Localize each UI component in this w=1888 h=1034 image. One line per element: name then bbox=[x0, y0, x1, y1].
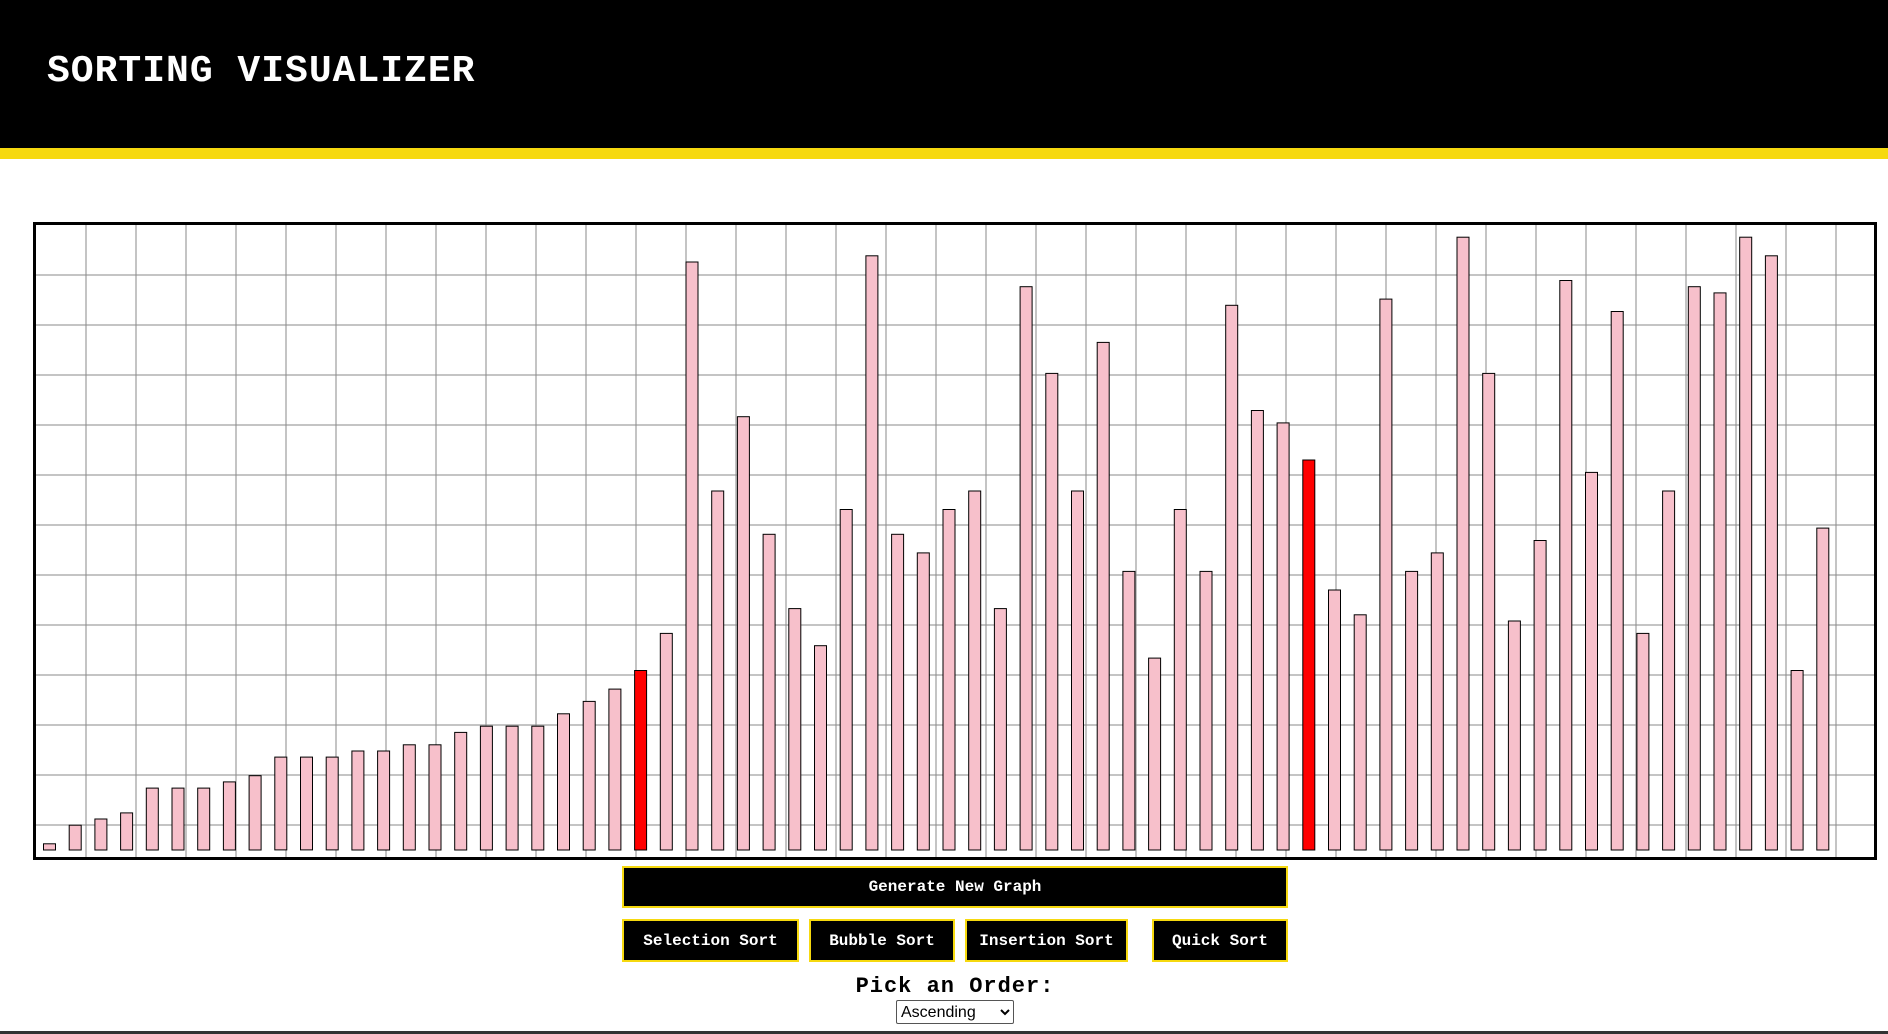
chart-bar bbox=[1790, 670, 1804, 851]
chart-bar bbox=[1045, 372, 1059, 851]
chart-bar bbox=[942, 509, 956, 851]
chart-bar bbox=[711, 490, 725, 851]
chart-bar bbox=[1225, 304, 1239, 851]
chart-bar bbox=[557, 713, 570, 851]
chart-bar bbox=[274, 756, 288, 851]
chart-bar bbox=[839, 509, 853, 851]
chart-bar bbox=[1019, 286, 1033, 851]
chart-bar bbox=[1507, 620, 1521, 851]
bar-chart bbox=[33, 222, 1877, 860]
chart-bar bbox=[1610, 311, 1624, 851]
chart-bar-highlighted bbox=[634, 670, 648, 851]
chart-bar bbox=[993, 608, 1007, 851]
chart-bar bbox=[1764, 255, 1778, 851]
chart-bar bbox=[1713, 292, 1727, 851]
order-select[interactable]: Ascending bbox=[896, 1000, 1014, 1024]
chart-bar bbox=[120, 812, 134, 851]
chart-bar bbox=[736, 416, 750, 851]
chart-bar bbox=[145, 787, 159, 851]
chart-bar bbox=[1816, 527, 1830, 851]
chart-bar bbox=[171, 787, 185, 851]
insertion-sort-button[interactable]: Insertion Sort bbox=[965, 919, 1128, 962]
chart-bar bbox=[1379, 298, 1393, 851]
chart-canvas bbox=[36, 225, 1874, 857]
chart-bar bbox=[582, 700, 596, 851]
chart-bar bbox=[1173, 509, 1187, 851]
generate-new-graph-button[interactable]: Generate New Graph bbox=[622, 866, 1288, 908]
chart-bar bbox=[1456, 236, 1470, 851]
chart-bar bbox=[454, 731, 468, 851]
chart-bar bbox=[1096, 341, 1110, 851]
chart-bar bbox=[1533, 540, 1547, 851]
chart-bar bbox=[222, 781, 236, 851]
chart-bar bbox=[1739, 236, 1753, 851]
chart-bar bbox=[1250, 410, 1264, 851]
chart-bar bbox=[1328, 589, 1341, 851]
chart-bar bbox=[1405, 570, 1419, 851]
chart-bar bbox=[531, 725, 545, 851]
chart-bar bbox=[685, 261, 699, 851]
chart-bar bbox=[788, 608, 802, 851]
chart-bar bbox=[325, 756, 339, 851]
bottom-divider bbox=[0, 1031, 1888, 1034]
chart-bar bbox=[1687, 286, 1701, 851]
chart-bar bbox=[891, 533, 905, 851]
chart-bar bbox=[68, 824, 82, 851]
chart-bar bbox=[1636, 632, 1650, 851]
chart-bar bbox=[608, 688, 622, 851]
chart-bar-highlighted bbox=[1302, 459, 1316, 851]
chart-bar bbox=[402, 744, 416, 851]
chart-bar bbox=[1430, 552, 1444, 851]
order-label: Pick an Order: bbox=[855, 974, 1055, 999]
chart-bar bbox=[1148, 657, 1162, 851]
chart-bar bbox=[762, 533, 776, 851]
chart-bar bbox=[1071, 490, 1084, 851]
chart-bar bbox=[1662, 490, 1676, 851]
chart-bar bbox=[428, 744, 442, 851]
chart-bar bbox=[505, 725, 519, 851]
chart-bar bbox=[43, 843, 56, 851]
bubble-sort-button[interactable]: Bubble Sort bbox=[809, 919, 955, 962]
chart-bar bbox=[968, 490, 982, 851]
chart-bar bbox=[814, 645, 827, 851]
chart-bar bbox=[1482, 372, 1496, 851]
chart-bar bbox=[865, 255, 879, 851]
chart-bar bbox=[1585, 471, 1598, 851]
selection-sort-button[interactable]: Selection Sort bbox=[622, 919, 799, 962]
chart-bar bbox=[479, 725, 493, 851]
header-bar: SORTING VISUALIZER bbox=[0, 0, 1888, 159]
chart-bar bbox=[300, 756, 313, 851]
chart-bar bbox=[94, 818, 108, 851]
chart-bar bbox=[351, 750, 365, 851]
chart-bar bbox=[916, 552, 930, 851]
chart-bar bbox=[1199, 570, 1213, 851]
chart-bar bbox=[659, 632, 673, 851]
chart-bar bbox=[1559, 280, 1573, 851]
chart-bar bbox=[1276, 422, 1290, 851]
chart-bar bbox=[248, 775, 262, 851]
chart-bar bbox=[1122, 570, 1136, 851]
chart-bar bbox=[377, 750, 391, 851]
chart-bar bbox=[197, 787, 211, 851]
chart-bar bbox=[1353, 614, 1367, 851]
app-title: SORTING VISUALIZER bbox=[47, 50, 476, 93]
quick-sort-button[interactable]: Quick Sort bbox=[1152, 919, 1288, 962]
